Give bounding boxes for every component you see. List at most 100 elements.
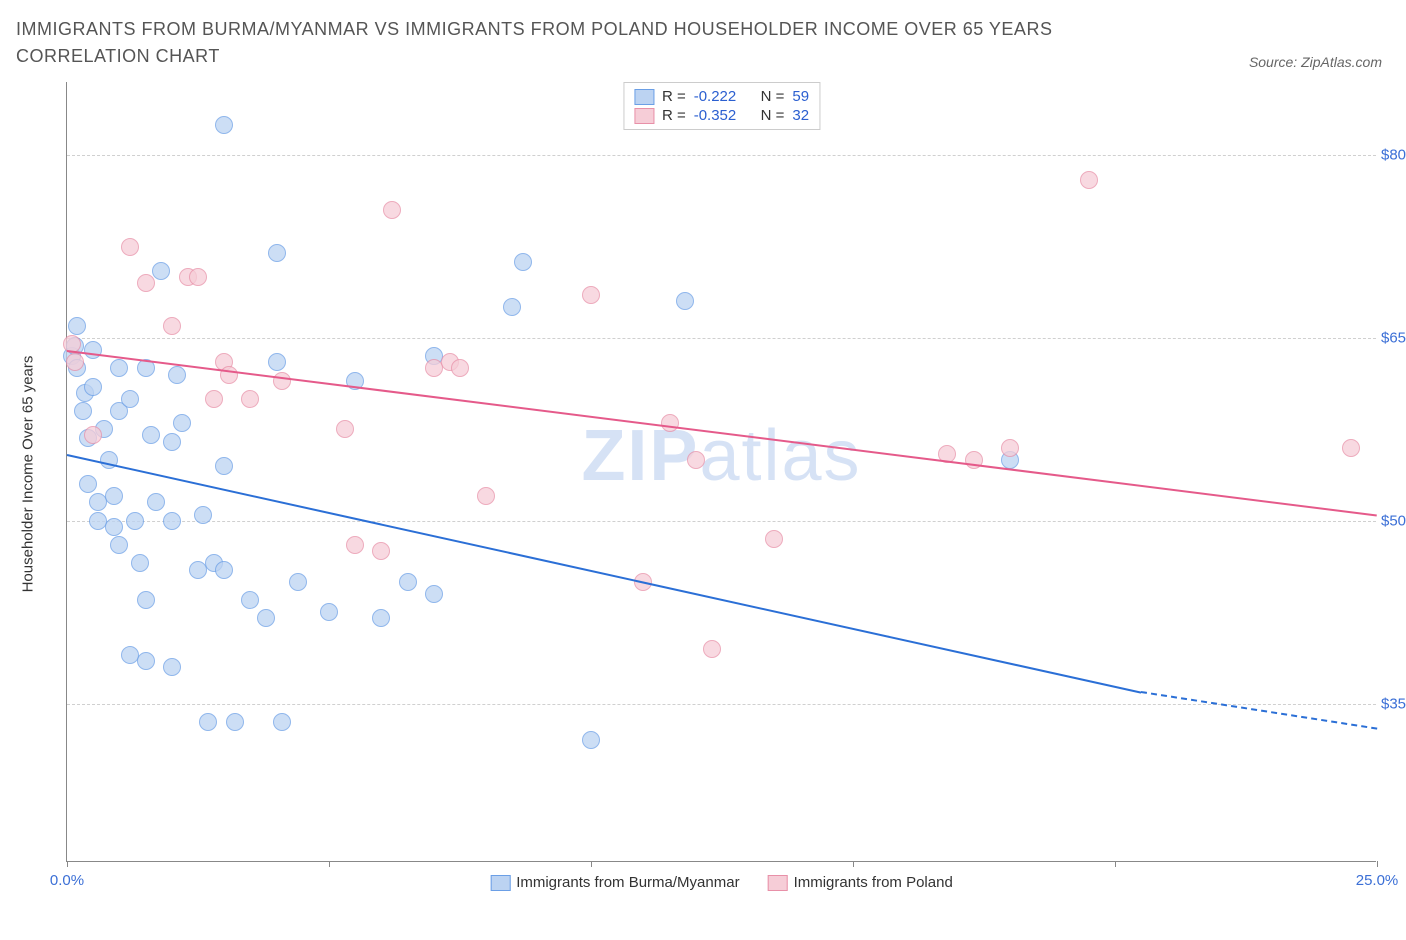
data-point-poland	[687, 451, 705, 469]
data-point-burma	[121, 390, 139, 408]
data-point-burma	[226, 713, 244, 731]
x-tick	[1115, 861, 1116, 867]
source-prefix: Source:	[1249, 54, 1301, 70]
data-point-burma	[74, 402, 92, 420]
data-point-poland	[241, 390, 259, 408]
data-point-poland	[346, 536, 364, 554]
data-point-burma	[425, 585, 443, 603]
grid-line	[67, 704, 1376, 705]
data-point-burma	[163, 433, 181, 451]
data-point-burma	[137, 591, 155, 609]
x-tick-label: 25.0%	[1356, 872, 1399, 889]
data-point-burma	[168, 366, 186, 384]
data-point-poland	[703, 640, 721, 658]
data-point-poland	[372, 542, 390, 560]
data-point-burma	[215, 457, 233, 475]
data-point-burma	[137, 652, 155, 670]
watermark-light: atlas	[699, 416, 861, 496]
r-value-burma: -0.222	[694, 88, 737, 105]
data-point-poland	[163, 317, 181, 335]
legend-item-poland: Immigrants from Poland	[768, 874, 953, 891]
data-point-poland	[84, 426, 102, 444]
data-point-burma	[147, 493, 165, 511]
legend-label-poland: Immigrants from Poland	[794, 874, 953, 891]
grid-line	[67, 338, 1376, 339]
data-point-burma	[514, 253, 532, 271]
y-tick-label: $65,000	[1381, 329, 1406, 346]
legend-stats-box: R = -0.222 N = 59 R = -0.352 N = 32	[623, 82, 820, 130]
data-point-burma	[194, 506, 212, 524]
data-point-poland	[1001, 439, 1019, 457]
data-point-poland	[137, 274, 155, 292]
chart-title: IMMIGRANTS FROM BURMA/MYANMAR VS IMMIGRA…	[16, 16, 1136, 70]
data-point-burma	[268, 353, 286, 371]
data-point-poland	[220, 366, 238, 384]
grid-line	[67, 155, 1376, 156]
grid-line	[67, 521, 1376, 522]
data-point-burma	[173, 414, 191, 432]
data-point-burma	[582, 731, 600, 749]
x-tick	[67, 861, 68, 867]
x-tick	[853, 861, 854, 867]
legend-label-burma: Immigrants from Burma/Myanmar	[516, 874, 739, 891]
data-point-burma	[84, 341, 102, 359]
legend-stats-row-poland: R = -0.352 N = 32	[634, 106, 809, 125]
legend-item-burma: Immigrants from Burma/Myanmar	[490, 874, 739, 891]
data-point-burma	[131, 554, 149, 572]
data-point-poland	[765, 530, 783, 548]
n-label: N =	[761, 88, 785, 105]
legend-series: Immigrants from Burma/Myanmar Immigrants…	[490, 874, 953, 891]
x-tick	[1377, 861, 1378, 867]
data-point-burma	[105, 518, 123, 536]
x-tick	[591, 861, 592, 867]
data-point-poland	[451, 359, 469, 377]
data-point-burma	[163, 512, 181, 530]
data-point-poland	[336, 420, 354, 438]
data-point-burma	[215, 561, 233, 579]
y-tick-label: $50,000	[1381, 512, 1406, 529]
x-tick	[329, 861, 330, 867]
data-point-burma	[273, 713, 291, 731]
data-point-poland	[1342, 439, 1360, 457]
data-point-burma	[289, 573, 307, 591]
data-point-burma	[676, 292, 694, 310]
data-point-burma	[68, 317, 86, 335]
legend-swatch-burma	[634, 89, 654, 105]
data-point-burma	[257, 609, 275, 627]
legend-swatch-poland-icon	[768, 875, 788, 891]
plot-area: ZIPatlas R = -0.222 N = 59 R = -0.352 N …	[66, 82, 1376, 862]
data-point-burma	[241, 591, 259, 609]
legend-swatch-burma-icon	[490, 875, 510, 891]
x-tick-label: 0.0%	[50, 872, 84, 889]
data-point-poland	[121, 238, 139, 256]
source-attribution: Source: ZipAtlas.com	[1249, 54, 1382, 70]
data-point-burma	[503, 298, 521, 316]
data-point-burma	[215, 116, 233, 134]
data-point-burma	[152, 262, 170, 280]
r-label: R =	[662, 107, 686, 124]
data-point-poland	[205, 390, 223, 408]
y-tick-label: $80,000	[1381, 147, 1406, 164]
data-point-burma	[105, 487, 123, 505]
n-value-burma: 59	[792, 88, 809, 105]
data-point-burma	[372, 609, 390, 627]
r-value-poland: -0.352	[694, 107, 737, 124]
trend-line	[67, 350, 1377, 517]
data-point-burma	[126, 512, 144, 530]
source-name: ZipAtlas.com	[1301, 54, 1382, 70]
data-point-burma	[110, 536, 128, 554]
data-point-burma	[320, 603, 338, 621]
data-point-burma	[268, 244, 286, 262]
data-point-poland	[477, 487, 495, 505]
data-point-poland	[383, 201, 401, 219]
data-point-burma	[110, 359, 128, 377]
data-point-burma	[142, 426, 160, 444]
watermark: ZIPatlas	[581, 415, 861, 497]
data-point-burma	[79, 475, 97, 493]
data-point-poland	[1080, 171, 1098, 189]
data-point-poland	[582, 286, 600, 304]
n-label: N =	[761, 107, 785, 124]
data-point-burma	[163, 658, 181, 676]
data-point-burma	[399, 573, 417, 591]
legend-stats-row-burma: R = -0.222 N = 59	[634, 87, 809, 106]
